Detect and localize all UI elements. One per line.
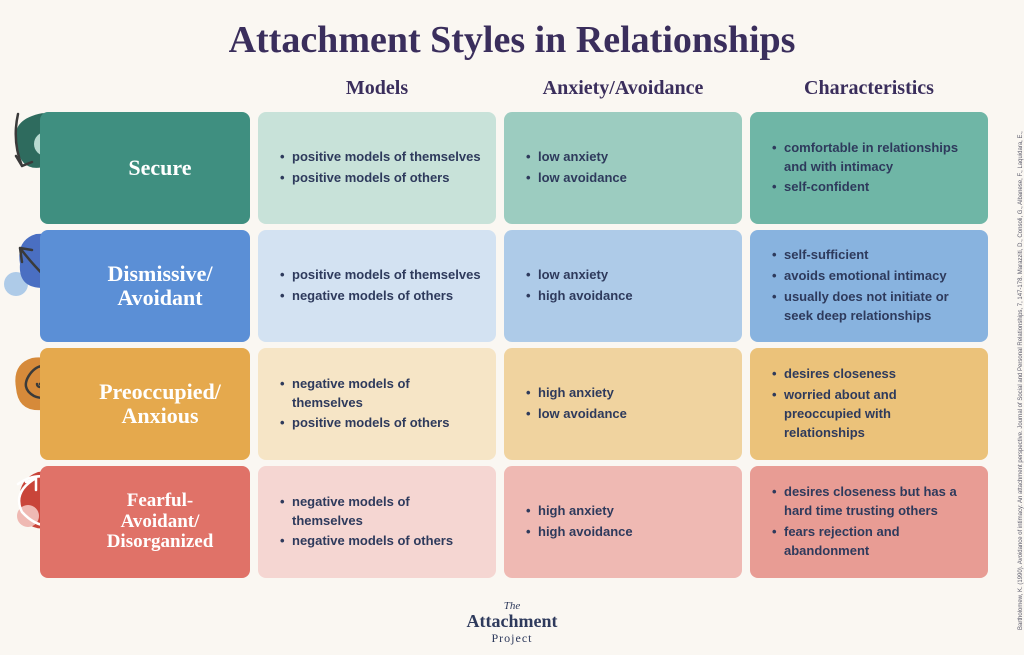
cell-characteristics: comfortable in relationships and with in… (750, 112, 988, 224)
cell-models: positive models of themselves negative mo… (258, 230, 496, 342)
row-label: Dismissive/ Avoidant (40, 230, 250, 342)
cell-anxiety: high anxiety high avoidance (504, 466, 742, 578)
cell-characteristics: self-sufficient avoids emotional intimacy… (750, 230, 988, 342)
list-item: low anxiety (526, 266, 633, 285)
list-item: low avoidance (526, 169, 627, 188)
row-label: Fearful-Avoidant/ Disorganized (40, 466, 250, 578)
col-header-characteristics: Characteristics (750, 70, 988, 106)
row-label: Preoccupied/ Anxious (40, 348, 250, 460)
list-item: negative models of themselves (280, 375, 482, 413)
row-label: Secure (40, 112, 250, 224)
list-item: high avoidance (526, 287, 633, 306)
list-item: positive models of themselves (280, 148, 481, 167)
list-item: low anxiety (526, 148, 627, 167)
list-item: positive models of others (280, 169, 481, 188)
list-item: fears rejection and abandonment (772, 523, 974, 561)
logo-project: Project (492, 631, 533, 645)
list-item: low avoidance (526, 405, 627, 424)
list-item: negative models of others (280, 532, 482, 551)
footer-logo: The Attachment Project (0, 597, 1024, 645)
cell-characteristics: desires closeness worried about and preoc… (750, 348, 988, 460)
list-item: self-sufficient (772, 246, 974, 265)
list-item: avoids emotional intimacy (772, 267, 974, 286)
list-item: desires closeness but has a hard time tr… (772, 483, 974, 521)
list-item: negative models of others (280, 287, 481, 306)
list-item: negative models of themselves (280, 493, 482, 531)
list-item: worried about and preoccupied with relat… (772, 386, 974, 443)
cell-models: positive models of themselves positive mo… (258, 112, 496, 224)
cell-models: negative models of themselvespositive mo… (258, 348, 496, 460)
list-item: comfortable in relationships and with in… (772, 139, 974, 177)
cell-anxiety: low anxiety high avoidance (504, 230, 742, 342)
list-item: positive models of themselves (280, 266, 481, 285)
list-item: usually does not initiate or seek deep r… (772, 288, 974, 326)
logo-attachment: Attachment (467, 611, 558, 631)
list-item: high anxiety (526, 502, 633, 521)
page-title: Attachment Styles in Relationships (0, 0, 1024, 70)
col-header-anxiety: Anxiety/Avoidance (504, 70, 742, 106)
list-item: high avoidance (526, 523, 633, 542)
col-header-models: Models (258, 70, 496, 106)
list-item: positive models of others (280, 414, 482, 433)
cell-anxiety: high anxiety low avoidance (504, 348, 742, 460)
cell-characteristics: desires closeness but has a hard time tr… (750, 466, 988, 578)
cell-anxiety: low anxiety low avoidance (504, 112, 742, 224)
attachment-grid: Models Anxiety/Avoidance Characteristics… (0, 70, 1024, 578)
cell-models: negative models of themselvesnegative mo… (258, 466, 496, 578)
list-item: desires closeness (772, 365, 974, 384)
list-item: high anxiety (526, 384, 627, 403)
list-item: self-confident (772, 178, 974, 197)
